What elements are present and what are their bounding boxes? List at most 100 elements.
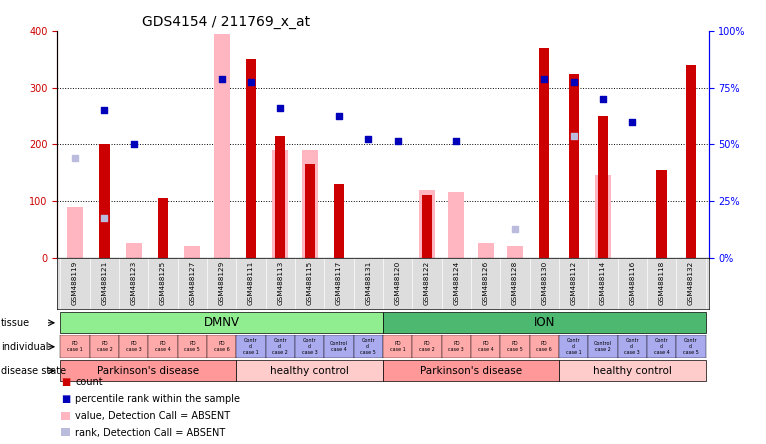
Bar [185, 246, 201, 258]
Text: GSM488121: GSM488121 [101, 261, 107, 305]
Bar [158, 198, 169, 258]
Text: GSM488127: GSM488127 [189, 261, 195, 305]
Point [215, 75, 228, 83]
Point [597, 95, 609, 103]
Text: PD
case 3: PD case 3 [448, 341, 464, 352]
Text: PD
case 3: PD case 3 [126, 341, 142, 352]
Text: healthy control: healthy control [593, 366, 672, 376]
Bar [119, 335, 149, 358]
Bar [539, 48, 549, 258]
Text: GSM488129: GSM488129 [218, 261, 224, 305]
Text: GSM488113: GSM488113 [277, 261, 283, 305]
Text: GSM488123: GSM488123 [131, 261, 136, 305]
Text: GSM488119: GSM488119 [72, 261, 78, 305]
Text: GSM488111: GSM488111 [248, 261, 254, 305]
Bar [334, 184, 344, 258]
Bar [597, 116, 608, 258]
Point [538, 75, 551, 83]
Text: Parkinson's disease: Parkinson's disease [420, 366, 522, 376]
Text: Contr
ol
case 3: Contr ol case 3 [302, 338, 318, 355]
Text: DMNV: DMNV [204, 316, 240, 329]
Text: PD
case 4: PD case 4 [155, 341, 171, 352]
Point [333, 112, 345, 119]
Bar [100, 144, 110, 258]
Text: GSM488117: GSM488117 [336, 261, 342, 305]
Bar [647, 335, 676, 358]
Bar [656, 170, 666, 258]
Text: Control
case 2: Control case 2 [594, 341, 612, 352]
Bar [237, 335, 266, 358]
Text: PD
case 1: PD case 1 [390, 341, 405, 352]
Text: Contr
ol
case 4: Contr ol case 4 [653, 338, 669, 355]
Text: ■: ■ [61, 377, 70, 387]
Text: PD
case 2: PD case 2 [97, 341, 113, 352]
Text: GSM488112: GSM488112 [571, 261, 577, 305]
Bar [422, 195, 432, 258]
Point [568, 132, 580, 139]
Bar [568, 74, 579, 258]
Point [245, 79, 257, 86]
Point [274, 104, 286, 111]
Text: Contr
ol
case 3: Contr ol case 3 [624, 338, 640, 355]
Text: PD
case 5: PD case 5 [507, 341, 523, 352]
Text: Contr
ol
case 5: Contr ol case 5 [683, 338, 699, 355]
Bar [302, 150, 318, 258]
Text: disease state: disease state [1, 366, 66, 376]
Text: ION: ION [534, 316, 555, 329]
Bar [500, 335, 529, 358]
Text: GSM488125: GSM488125 [160, 261, 166, 305]
Text: GSM488124: GSM488124 [453, 261, 460, 305]
Text: PD
case 1: PD case 1 [67, 341, 83, 352]
Bar [178, 335, 207, 358]
Text: GSM488126: GSM488126 [483, 261, 489, 305]
Point [98, 214, 110, 222]
Bar [61, 313, 383, 333]
Bar [126, 243, 142, 258]
Text: rank, Detection Call = ABSENT: rank, Detection Call = ABSENT [75, 428, 225, 438]
Bar [275, 136, 286, 258]
Bar [383, 335, 412, 358]
Bar [595, 175, 611, 258]
Point [391, 138, 404, 145]
Text: value, Detection Call = ABSENT: value, Detection Call = ABSENT [75, 411, 231, 421]
Point [98, 107, 110, 114]
Text: healthy control: healthy control [270, 366, 349, 376]
Text: GSM488131: GSM488131 [365, 261, 372, 305]
Bar [442, 335, 471, 358]
Bar [448, 192, 464, 258]
Bar [686, 65, 696, 258]
Point [509, 226, 521, 233]
Text: GSM488114: GSM488114 [600, 261, 606, 305]
Point [568, 79, 580, 86]
Bar [246, 59, 256, 258]
Text: individual: individual [1, 342, 48, 352]
Bar [295, 335, 324, 358]
Bar [237, 361, 383, 381]
Bar [559, 335, 588, 358]
Bar [471, 335, 500, 358]
Bar [617, 335, 647, 358]
Bar [90, 335, 119, 358]
Bar [61, 361, 237, 381]
Text: PD
case 6: PD case 6 [214, 341, 230, 352]
Text: GSM488128: GSM488128 [512, 261, 518, 305]
Text: Contr
ol
case 1: Contr ol case 1 [243, 338, 259, 355]
Bar [149, 335, 178, 358]
Point [626, 118, 638, 125]
Bar [529, 335, 559, 358]
Text: GSM488132: GSM488132 [688, 261, 694, 305]
Bar [383, 313, 705, 333]
Bar [305, 164, 315, 258]
Bar [61, 335, 90, 358]
Text: Parkinson's disease: Parkinson's disease [97, 366, 199, 376]
Point [450, 138, 463, 145]
Bar [676, 335, 705, 358]
Text: PD
case 2: PD case 2 [419, 341, 435, 352]
Point [128, 141, 140, 148]
Text: GSM488116: GSM488116 [630, 261, 635, 305]
Text: PD
case 6: PD case 6 [536, 341, 552, 352]
Bar [207, 335, 237, 358]
Text: Contr
ol
case 5: Contr ol case 5 [361, 338, 376, 355]
Text: count: count [75, 377, 103, 387]
Bar [214, 34, 230, 258]
